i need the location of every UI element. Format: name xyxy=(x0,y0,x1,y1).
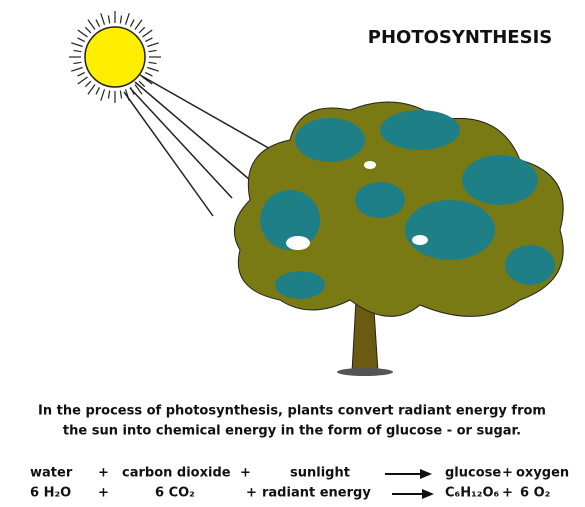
sun-ray xyxy=(129,19,135,27)
light-beams xyxy=(123,74,273,217)
eq-operator: + xyxy=(502,466,513,481)
eq-operator: + xyxy=(98,486,109,501)
leaf-cluster xyxy=(295,118,365,162)
sun-ray xyxy=(107,90,111,99)
leaf-cluster xyxy=(355,182,405,218)
eq-term: 6 H₂O xyxy=(30,486,71,501)
eq-operator: + xyxy=(240,466,251,481)
sun-ray xyxy=(87,19,96,30)
beam xyxy=(139,74,273,151)
sun-ray xyxy=(84,80,92,88)
beam xyxy=(134,81,251,181)
eq-operator: + xyxy=(246,486,257,501)
eq-term: C₆H₁₂O₆ xyxy=(445,486,500,501)
sun-ray xyxy=(73,49,82,53)
sun-ray xyxy=(95,87,101,95)
sun-rays xyxy=(69,11,161,103)
sun-ray xyxy=(119,15,123,24)
gaps xyxy=(286,161,428,250)
sun-ray xyxy=(77,29,88,38)
sun-ray xyxy=(145,37,153,43)
sun-ray xyxy=(145,71,153,77)
beam xyxy=(129,87,233,199)
eq-term: 6 CO₂ xyxy=(155,486,195,501)
gap xyxy=(364,161,376,169)
arrow-head xyxy=(420,469,432,479)
sun-ray xyxy=(95,19,101,27)
eq-operator: + xyxy=(98,466,109,481)
leaf-cluster xyxy=(275,271,325,299)
leaf-cluster xyxy=(380,110,460,150)
sun-ray xyxy=(84,26,92,34)
tree xyxy=(233,101,564,376)
eq-term: sunlight xyxy=(290,466,350,481)
gap xyxy=(286,236,310,250)
sun-ray xyxy=(77,37,85,43)
sun xyxy=(84,26,146,88)
sun-ray xyxy=(124,13,130,25)
leaf-cluster xyxy=(260,190,320,250)
sun-ray xyxy=(134,19,143,30)
eq-term: oxygen xyxy=(516,466,569,481)
equation: water + carbon dioxide + sunlight glucos… xyxy=(30,466,569,501)
eq-operator: + xyxy=(502,486,513,501)
gap xyxy=(412,235,428,245)
caption-line: the sun into chemical energy in the form… xyxy=(63,424,521,439)
sun-ray xyxy=(148,49,157,53)
eq-term: glucose xyxy=(445,466,501,481)
beam xyxy=(123,91,214,217)
sun-ray xyxy=(73,61,82,65)
sun-ray xyxy=(119,90,123,99)
leaf-cluster xyxy=(462,155,538,205)
sun-ray xyxy=(100,13,106,25)
sun-ray xyxy=(77,76,88,85)
caption-line: In the process of photosynthesis, plants… xyxy=(38,404,546,419)
eq-term: radiant energy xyxy=(262,486,371,501)
foliage xyxy=(260,110,555,299)
eq-term: 6 O₂ xyxy=(520,486,550,501)
ground xyxy=(337,368,393,376)
eq-term: carbon dioxide xyxy=(122,466,231,481)
sun-ray xyxy=(148,61,157,65)
sun-ray xyxy=(107,15,111,24)
sun-ray xyxy=(100,89,106,101)
sun-ray xyxy=(138,80,146,88)
sun-ray xyxy=(71,66,83,72)
sun-ray xyxy=(147,42,159,48)
sun-ray xyxy=(71,42,83,48)
leaf-cluster xyxy=(405,200,495,260)
title: PHOTOSYNTHESIS xyxy=(368,27,552,48)
sun-ray xyxy=(147,66,159,72)
sun-ray xyxy=(77,71,85,77)
sun-ray xyxy=(138,26,146,34)
arrows xyxy=(385,469,434,499)
leaf-cluster xyxy=(505,245,555,285)
eq-term: water xyxy=(30,466,73,481)
sun-ray xyxy=(142,29,153,38)
arrow-head xyxy=(422,489,434,499)
sun-ray xyxy=(134,84,143,95)
sun-ray xyxy=(87,84,96,95)
